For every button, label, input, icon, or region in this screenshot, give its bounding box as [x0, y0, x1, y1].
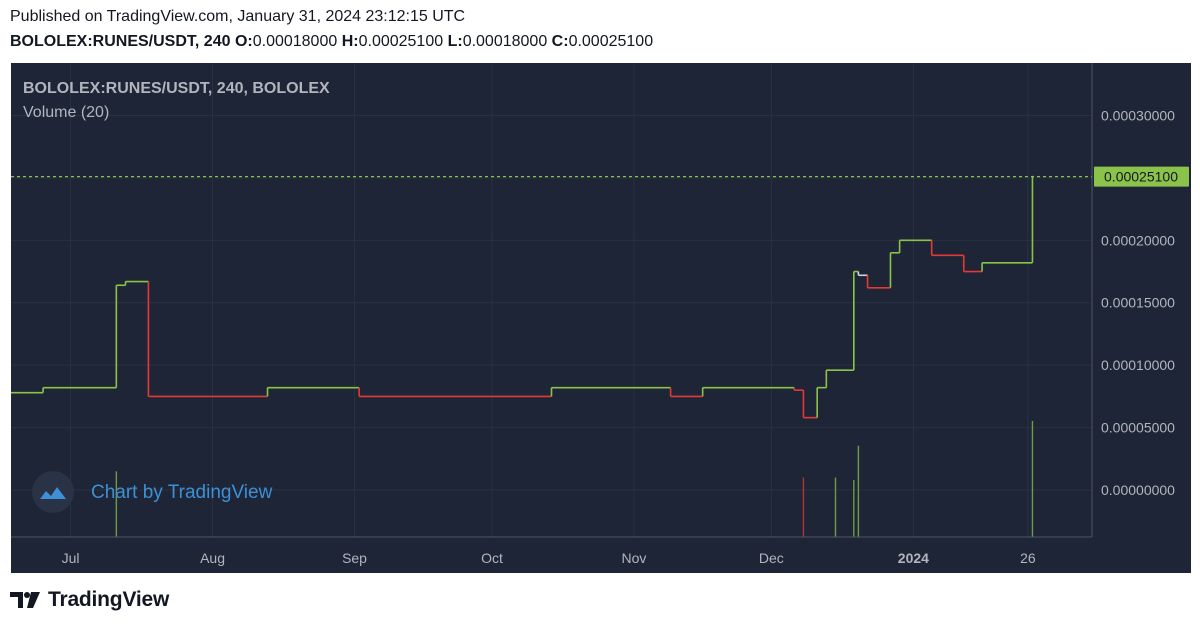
last-price-badge: 0.00025100: [1094, 166, 1189, 187]
cloud-icon: [40, 487, 66, 499]
close-label: C:: [551, 33, 569, 50]
open-value: 0.00018000: [252, 33, 338, 50]
legend-title: BOLOLEX:RUNES/USDT, 240, BOLOLEX: [23, 80, 330, 97]
time-tick-label: 2024: [898, 550, 929, 566]
watermark-text: Chart by TradingView: [91, 482, 273, 503]
price-tick-label: 0.00020000: [1101, 232, 1175, 248]
time-tick-label: Jul: [62, 550, 80, 566]
time-tick-label: Nov: [621, 550, 646, 566]
price-series: [11, 175, 1034, 419]
footer-brand[interactable]: TradingView: [10, 586, 169, 614]
high-label: H:: [341, 33, 359, 50]
open-label: O:: [234, 33, 253, 50]
symbol-interval: BOLOLEX:RUNES/USDT, 240: [10, 33, 231, 50]
low-label: L:: [447, 33, 463, 50]
high-value: 0.00025100: [358, 33, 444, 50]
close-value: 0.00025100: [568, 33, 654, 50]
time-tick-label: Sep: [342, 550, 367, 566]
price-tick-label: 0.00015000: [1101, 295, 1175, 311]
time-axis[interactable]: Jul Aug Sep Oct Nov Dec 2024 26: [62, 550, 1036, 566]
time-tick-label: Dec: [759, 550, 784, 566]
last-price-badge-box: [1094, 166, 1189, 187]
last-price-label: 0.00025100: [1104, 169, 1178, 185]
time-tick-label: 26: [1020, 550, 1036, 566]
price-tick-label: 0.00005000: [1101, 420, 1175, 436]
tradingview-wordmark: TradingView: [48, 588, 170, 611]
watermark: Chart by TradingView: [32, 471, 273, 513]
grid-lines: [11, 63, 1092, 537]
tradingview-logo-icon: [10, 592, 40, 608]
low-value: 0.00018000: [462, 33, 548, 50]
legend-volume: Volume (20): [23, 104, 109, 121]
price-tick-label: 0.00000000: [1101, 482, 1175, 498]
time-tick-label: Aug: [200, 550, 225, 566]
ohlc-header: BOLOLEX:RUNES/USDT, 240 O:0.00018000 H:0…: [10, 33, 653, 51]
price-axis[interactable]: 0.00030000 0.00020000 0.00015000 0.00010000…: [1101, 107, 1175, 498]
published-caption: Published on TradingView.com, January 31…: [10, 8, 466, 25]
price-tick-label: 0.00010000: [1101, 357, 1175, 373]
chart-background: [11, 63, 1191, 573]
time-tick-label: Oct: [481, 550, 503, 566]
volume-bars: [115, 420, 1034, 537]
price-tick-label: 0.00030000: [1101, 107, 1175, 123]
watermark-logo-circle: [32, 471, 74, 513]
